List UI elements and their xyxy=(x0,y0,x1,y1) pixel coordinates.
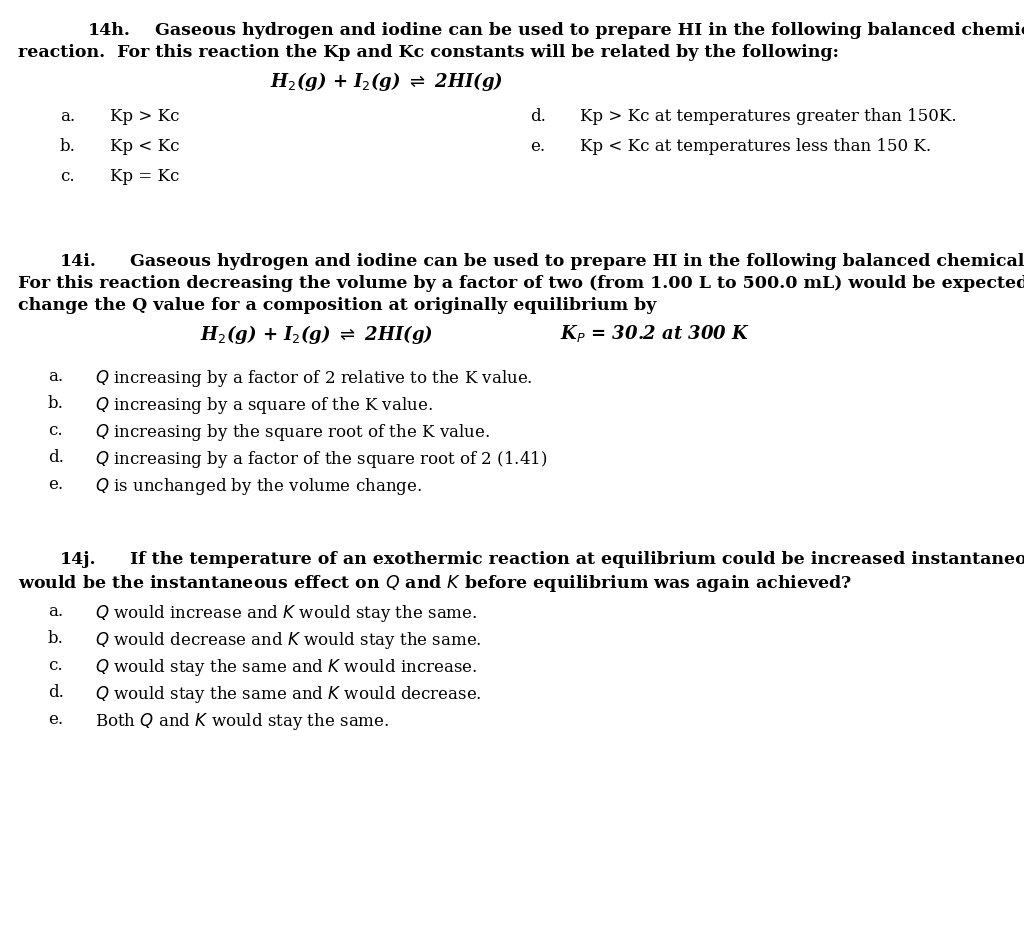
Text: 14i.: 14i. xyxy=(60,253,97,270)
Text: Kp > Kc at temperatures greater than 150K.: Kp > Kc at temperatures greater than 150… xyxy=(580,108,956,125)
Text: 14j.: 14j. xyxy=(60,550,96,567)
Text: c.: c. xyxy=(60,168,75,185)
Text: a.: a. xyxy=(60,108,75,125)
Text: $\mathit{Q}$ would stay the same and $\mathit{K}$ would decrease.: $\mathit{Q}$ would stay the same and $\m… xyxy=(95,683,481,704)
Text: $\mathit{Q}$ increasing by a factor of the square root of 2 (1.41): $\mathit{Q}$ increasing by a factor of t… xyxy=(95,448,548,469)
Text: $\mathit{Q}$ would stay the same and $\mathit{K}$ would increase.: $\mathit{Q}$ would stay the same and $\m… xyxy=(95,656,477,677)
Text: c.: c. xyxy=(48,422,62,439)
Text: a.: a. xyxy=(48,367,63,384)
Text: $\mathit{Q}$ would decrease and $\mathit{K}$ would stay the same.: $\mathit{Q}$ would decrease and $\mathit… xyxy=(95,630,481,650)
Text: c.: c. xyxy=(48,656,62,673)
Text: 14h.: 14h. xyxy=(88,22,131,39)
Text: Kp < Kc at temperatures less than 150 K.: Kp < Kc at temperatures less than 150 K. xyxy=(580,138,931,155)
Text: Gaseous hydrogen and iodine can be used to prepare HI in the following balanced : Gaseous hydrogen and iodine can be used … xyxy=(155,22,1024,39)
Text: $\mathit{Q}$ is unchanged by the volume change.: $\mathit{Q}$ is unchanged by the volume … xyxy=(95,476,422,497)
Text: b.: b. xyxy=(60,138,76,155)
Text: e.: e. xyxy=(530,138,545,155)
Text: a.: a. xyxy=(48,602,63,619)
Text: Gaseous hydrogen and iodine can be used to prepare HI in the following balanced : Gaseous hydrogen and iodine can be used … xyxy=(130,253,1024,270)
Text: Kp < Kc: Kp < Kc xyxy=(110,138,179,155)
Text: $\mathit{Q}$ would increase and $\mathit{K}$ would stay the same.: $\mathit{Q}$ would increase and $\mathit… xyxy=(95,602,477,623)
Text: $\mathit{Q}$ increasing by a square of the K value.: $\mathit{Q}$ increasing by a square of t… xyxy=(95,395,433,415)
Text: Kp = Kc: Kp = Kc xyxy=(110,168,179,185)
Text: If the temperature of an exothermic reaction at equilibrium could be increased i: If the temperature of an exothermic reac… xyxy=(130,550,1024,567)
Text: d.: d. xyxy=(48,683,63,700)
Text: d.: d. xyxy=(530,108,546,125)
Text: $\mathit{Q}$ increasing by a factor of 2 relative to the K value.: $\mathit{Q}$ increasing by a factor of 2… xyxy=(95,367,532,389)
Text: would be the instantaneous effect on $\mathit{Q}$ and $\mathit{K}$ before equili: would be the instantaneous effect on $\m… xyxy=(18,572,852,594)
Text: $\mathit{Q}$ increasing by the square root of the K value.: $\mathit{Q}$ increasing by the square ro… xyxy=(95,422,490,443)
Text: H$_2$(g) + I$_2$(g) $\rightleftharpoons$ 2HI(g): H$_2$(g) + I$_2$(g) $\rightleftharpoons$… xyxy=(200,323,433,346)
Text: Kp > Kc: Kp > Kc xyxy=(110,108,179,125)
Text: H$_2$(g) + I$_2$(g) $\rightleftharpoons$ 2HI(g): H$_2$(g) + I$_2$(g) $\rightleftharpoons$… xyxy=(270,70,503,93)
Text: e.: e. xyxy=(48,710,63,727)
Text: e.: e. xyxy=(48,476,63,493)
Text: K$_P$ = 30.2 at 300 K: K$_P$ = 30.2 at 300 K xyxy=(560,323,750,344)
Text: b.: b. xyxy=(48,395,63,412)
Text: Both $\mathit{Q}$ and $\mathit{K}$ would stay the same.: Both $\mathit{Q}$ and $\mathit{K}$ would… xyxy=(95,710,389,732)
Text: d.: d. xyxy=(48,448,63,465)
Text: change the Q value for a composition at originally equilibrium by: change the Q value for a composition at … xyxy=(18,296,656,313)
Text: reaction.  For this reaction the Kp and Kc constants will be related by the foll: reaction. For this reaction the Kp and K… xyxy=(18,44,839,61)
Text: b.: b. xyxy=(48,630,63,647)
Text: For this reaction decreasing the volume by a factor of two (from 1.00 L to 500.0: For this reaction decreasing the volume … xyxy=(18,275,1024,292)
